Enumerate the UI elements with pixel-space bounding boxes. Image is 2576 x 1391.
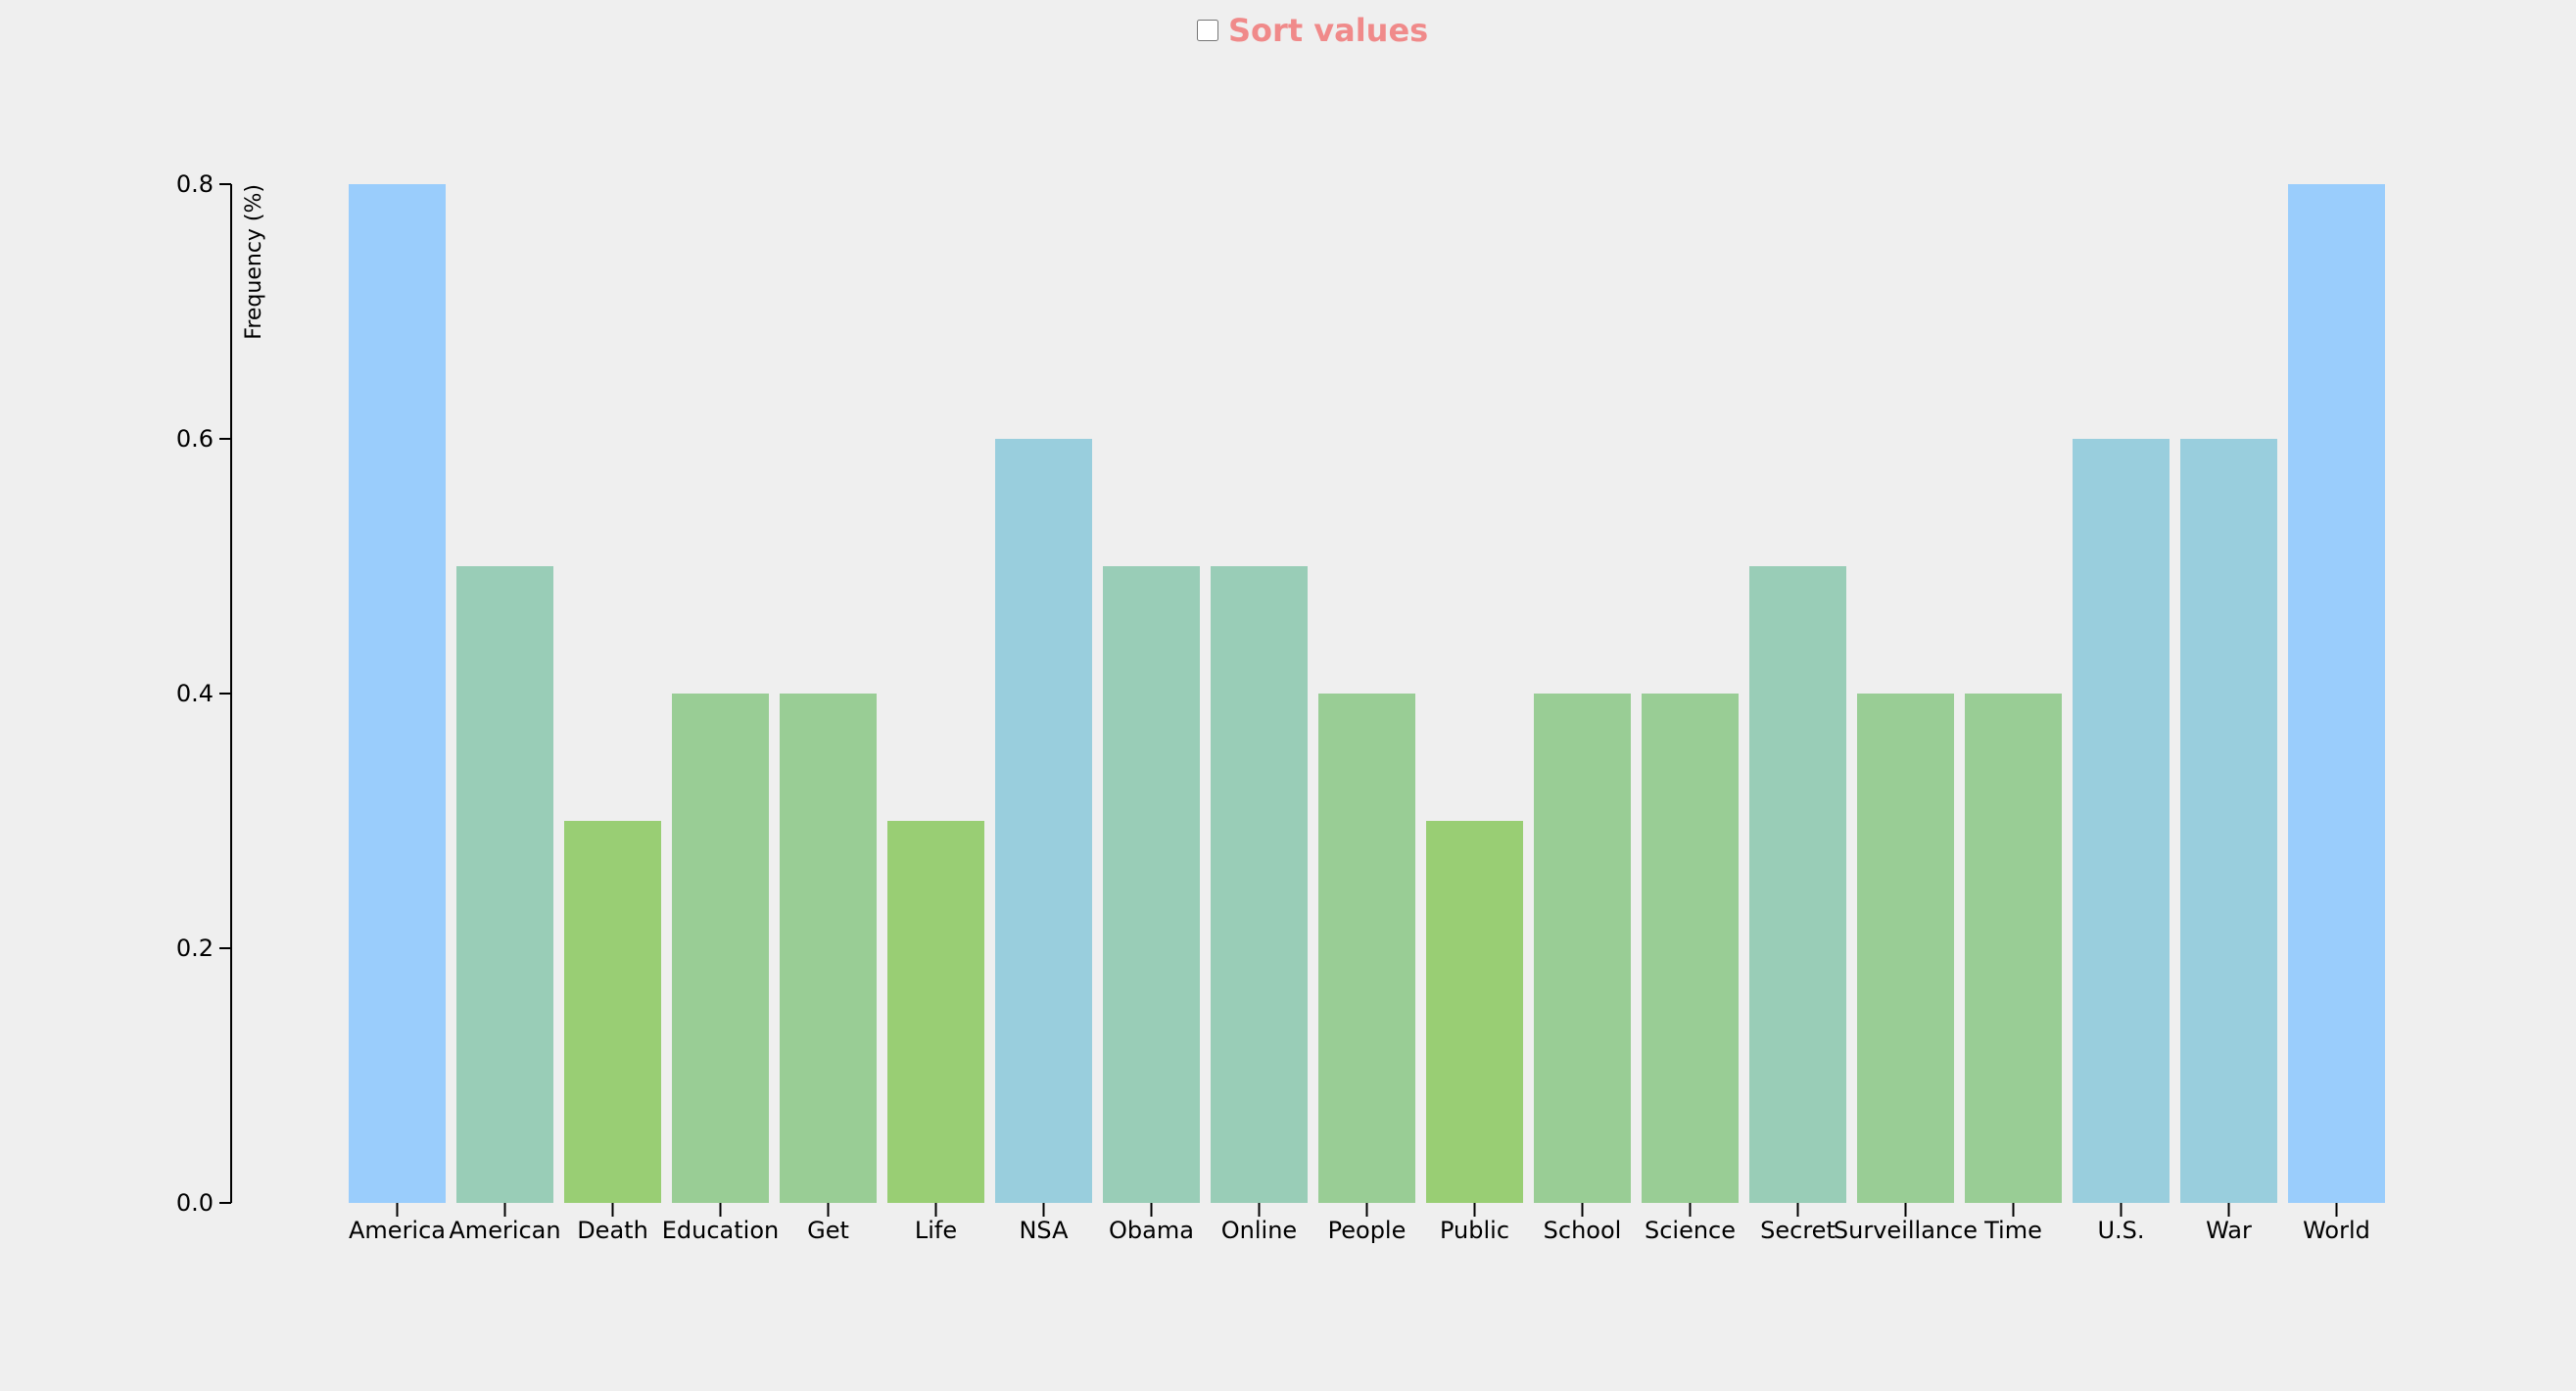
x-tick-label: America — [349, 1217, 446, 1244]
x-tick-label: War — [2206, 1217, 2252, 1244]
y-axis-title: Frequency (%) — [242, 184, 266, 340]
x-tick-label: Death — [577, 1217, 648, 1244]
bar-surveillance[interactable] — [1857, 694, 1954, 1203]
bar-public[interactable] — [1426, 821, 1523, 1203]
y-tick-label: 0.4 — [176, 680, 214, 707]
x-tick-label: Public — [1440, 1217, 1509, 1244]
x-axis: America American Death Education Get Life NSA O… — [349, 1203, 2370, 1244]
bar-education[interactable] — [672, 694, 769, 1203]
bar-us[interactable] — [2073, 439, 2170, 1203]
sort-checkbox[interactable] — [1197, 20, 1218, 41]
bar-time[interactable] — [1965, 694, 2062, 1203]
x-tick-label: Surveillance — [1834, 1217, 1978, 1244]
x-tick-label: Online — [1221, 1217, 1297, 1244]
y-tick-label: 0.0 — [176, 1189, 214, 1217]
x-tick-label: Life — [915, 1217, 957, 1244]
x-tick-label: Time — [1983, 1217, 2042, 1244]
x-tick-label: World — [2303, 1217, 2370, 1244]
sort-label: Sort values — [1228, 12, 1429, 49]
x-tick-label: NSA — [1019, 1217, 1069, 1244]
x-tick-label: Secret — [1760, 1217, 1836, 1244]
bar-secret[interactable] — [1749, 566, 1846, 1203]
bar-life[interactable] — [887, 821, 984, 1203]
x-tick-label: School — [1544, 1217, 1622, 1244]
bar-death[interactable] — [564, 821, 661, 1203]
y-tick-label: 0.2 — [176, 935, 214, 962]
bar-school[interactable] — [1534, 694, 1631, 1203]
bar-science[interactable] — [1642, 694, 1739, 1203]
y-axis: 0.0 0.2 0.4 0.6 0.8 — [176, 170, 232, 1217]
x-tick-label: People — [1328, 1217, 1407, 1244]
x-tick-label: Obama — [1109, 1217, 1194, 1244]
x-tick-label: Education — [662, 1217, 779, 1244]
x-tick-label: U.S. — [2097, 1217, 2144, 1244]
bars — [349, 184, 2385, 1203]
bar-nsa[interactable] — [995, 439, 1092, 1203]
bar-online[interactable] — [1211, 566, 1308, 1203]
bar-war[interactable] — [2180, 439, 2277, 1203]
y-tick-label: 0.6 — [176, 425, 214, 453]
bar-obama[interactable] — [1103, 566, 1200, 1203]
bar-world[interactable] — [2288, 184, 2385, 1203]
x-tick-label: American — [449, 1217, 560, 1244]
sort-toggle[interactable]: Sort values — [1197, 12, 1428, 49]
bar-american[interactable] — [456, 566, 553, 1203]
bar-get[interactable] — [780, 694, 877, 1203]
x-tick-label: Get — [807, 1217, 849, 1244]
x-tick-label: Science — [1645, 1217, 1736, 1244]
bar-people[interactable] — [1318, 694, 1415, 1203]
y-tick-label: 0.8 — [176, 170, 214, 198]
bar-america[interactable] — [349, 184, 446, 1203]
